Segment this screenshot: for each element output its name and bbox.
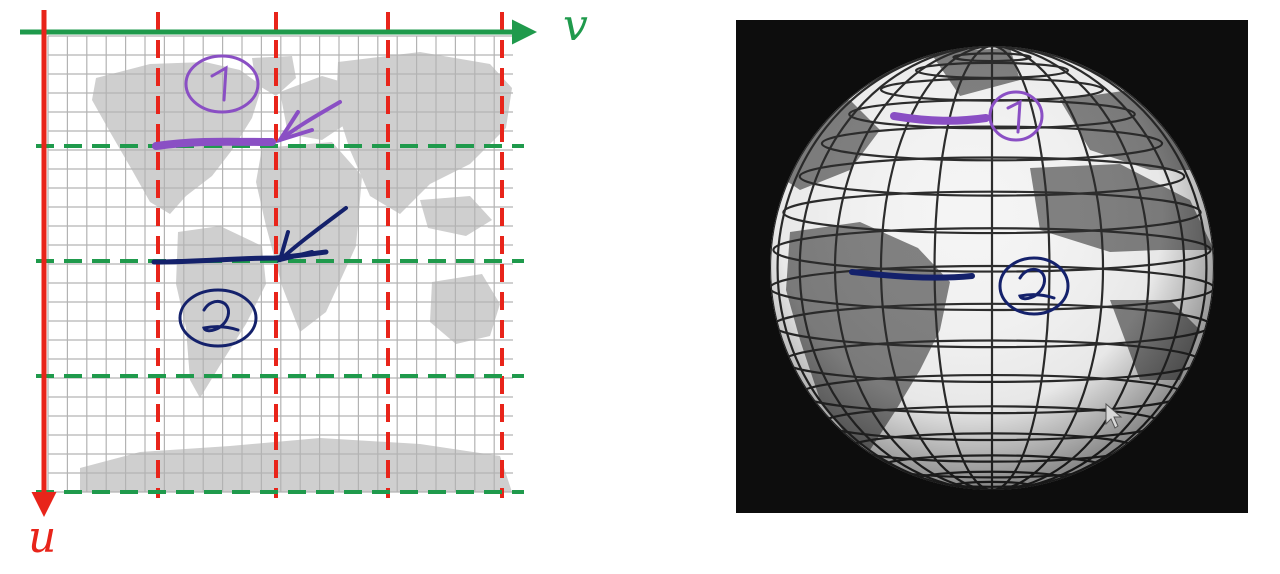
annotation-2-globe-circle [998,256,1070,316]
annotation-1-globe [890,90,1044,142]
south-america-shape [176,226,266,398]
annotation-2-arrow [278,206,348,262]
annotation-1-globe-glyph [1006,99,1022,134]
annotation-1-stroke [152,137,276,150]
annotation-2-circle [178,288,258,348]
annotation-1-arrow [278,100,342,142]
u-isolines [36,144,524,494]
globe [770,46,1214,490]
annotation-2-map [151,206,348,348]
north-america-shape [92,62,262,214]
annotation-1-circle [184,54,260,114]
annotation-1-globe-circle [988,90,1044,142]
v-isolines [156,12,504,498]
flat-world-map [47,35,513,493]
v-axis-label: v [563,0,588,51]
annotation-2-globe-stroke [849,269,975,281]
annotation-2-arrowhead [277,230,314,263]
annotation-2-globe [849,256,1070,316]
map-graticule [47,35,513,493]
annotation-1-arrowhead [275,110,314,144]
antarctica-shape [80,438,512,492]
annotation-2-globe-glyph [1018,268,1056,301]
mouse-cursor-icon [1105,402,1123,429]
annotation-1-map [152,54,342,150]
annotation-1-globe-stroke [890,112,990,125]
annotation-2-glyph [202,300,240,333]
australia-shape [430,274,500,344]
u-axis-label: u [28,512,57,563]
globe-shading [770,46,1214,490]
annotation-1-glyph [210,65,228,102]
